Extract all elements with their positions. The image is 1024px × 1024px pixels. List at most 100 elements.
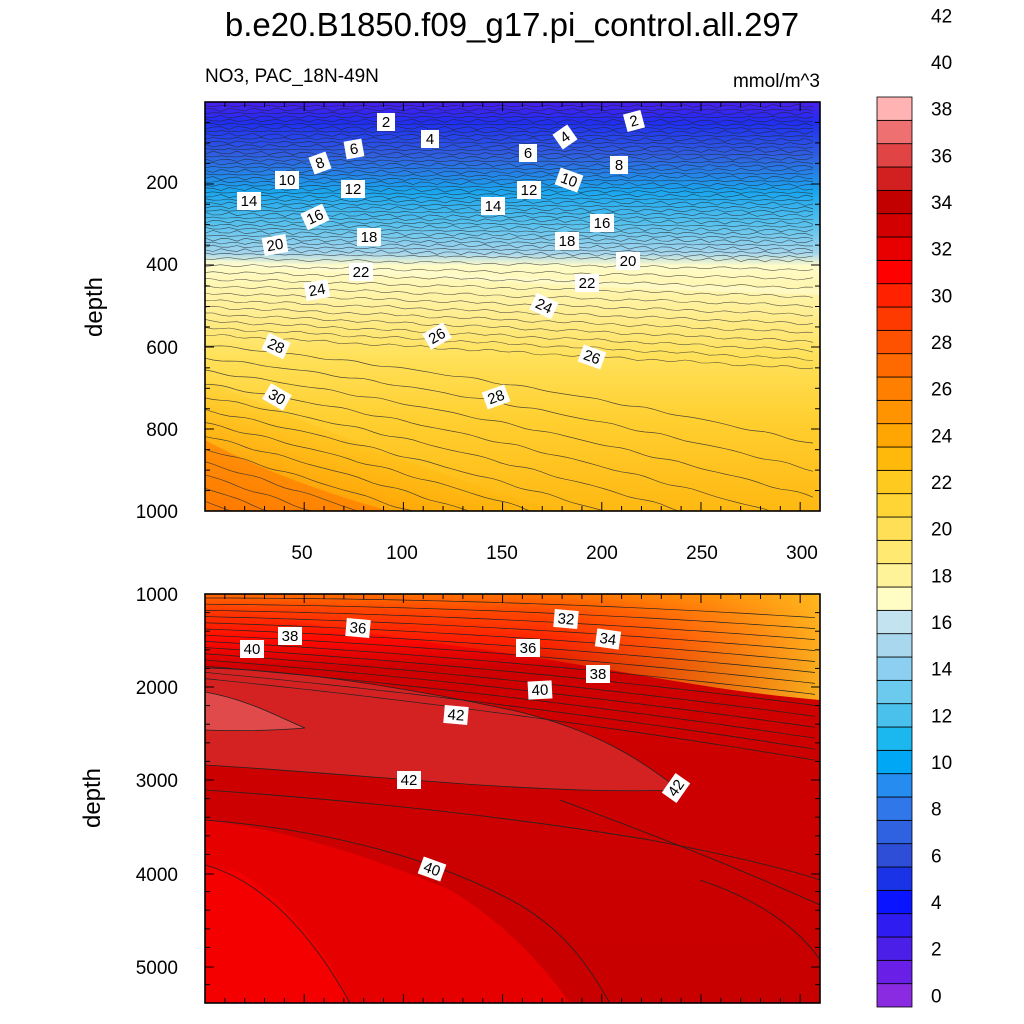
contour-label: 16 [590, 214, 614, 232]
colorbar-label: 6 [931, 846, 942, 867]
svg-text:16: 16 [304, 206, 326, 228]
lower-contour-labels: 40 38 36 32 34 36 38 40 42 42 42 40 [240, 608, 691, 882]
colorbar-box [876, 749, 913, 775]
contour-label: 42 [661, 773, 691, 803]
svg-text:42: 42 [665, 777, 688, 800]
svg-text:10: 10 [558, 170, 579, 192]
colorbar-box [876, 469, 913, 495]
svg-text:28: 28 [265, 335, 287, 357]
contour-label: 10 [275, 171, 299, 189]
svg-text:26: 26 [426, 325, 449, 348]
colorbar-label: 0 [931, 986, 942, 1007]
colorbar-box [876, 119, 913, 145]
upper-ytick-600: 600 [146, 338, 178, 359]
svg-text:24: 24 [533, 295, 555, 317]
svg-text:18: 18 [559, 233, 576, 250]
colorbar-label: 34 [931, 193, 953, 214]
contour-label: 38 [278, 627, 302, 645]
upper-ytick-1000: 1000 [136, 502, 178, 523]
svg-text:26: 26 [581, 347, 602, 369]
contour-label: 18 [555, 232, 579, 250]
svg-text:8: 8 [615, 157, 623, 174]
contour-label: 40 [527, 680, 553, 700]
contour-label: 38 [586, 665, 610, 683]
lower-contour-lines [205, 597, 820, 1003]
contour-label: 8 [610, 156, 628, 174]
contour-label: 26 [422, 322, 452, 350]
colorbar-label: 16 [931, 613, 952, 634]
contour-label: 4 [552, 124, 578, 150]
colorbar-box [876, 166, 913, 191]
contour-label: 32 [553, 608, 579, 630]
svg-text:40: 40 [421, 859, 442, 881]
contour-label: 8 [308, 151, 332, 175]
colorbar-box [876, 446, 913, 471]
svg-text:14: 14 [485, 198, 502, 215]
svg-text:20: 20 [620, 253, 637, 270]
svg-text:42: 42 [401, 772, 418, 789]
colorbar-box [876, 773, 913, 798]
svg-text:40: 40 [531, 682, 549, 700]
svg-text:40: 40 [244, 641, 261, 658]
colorbar-box [876, 143, 913, 168]
colorbar-label: 2 [931, 940, 942, 961]
contour-label: 22 [575, 274, 599, 292]
upper-ylabel: depth [81, 277, 108, 337]
colorbar-box [876, 843, 913, 868]
colorbar-box [876, 959, 913, 985]
svg-text:22: 22 [353, 264, 370, 281]
contour-label: 2 [622, 109, 646, 133]
svg-text:6: 6 [349, 140, 360, 158]
upper-xtick-300: 300 [786, 543, 818, 564]
colorbar-box [876, 213, 913, 238]
lower-ytick-2000: 2000 [136, 678, 178, 699]
upper-ytick-200: 200 [146, 173, 178, 194]
colorbar-box [876, 819, 913, 845]
contour-label: 20 [616, 252, 640, 270]
colorbar-box [876, 609, 913, 635]
colorbar-box [876, 353, 913, 378]
contour-label: 2 [377, 113, 395, 131]
colorbar-box [876, 189, 913, 215]
upper-contour-lines [205, 103, 814, 511]
upper-xtick-100: 100 [386, 543, 418, 564]
contour-label: 20 [261, 234, 289, 256]
contour-label: 42 [443, 704, 469, 726]
contour-label: 36 [516, 639, 540, 657]
colorbar-box [876, 96, 913, 121]
colorbar-box [876, 936, 913, 961]
colorbar-box [876, 983, 913, 1008]
colorbar-label: 36 [931, 146, 952, 167]
colorbar-box [876, 563, 913, 588]
contour-label: 28 [481, 384, 511, 410]
upper-panel: NO3, PAC_18N-49N mmol/m^3 200 400 600 80… [81, 66, 821, 564]
colorbar-box [876, 656, 913, 681]
svg-text:20: 20 [265, 236, 284, 256]
svg-text:12: 12 [521, 182, 538, 199]
contour-label: 40 [240, 640, 264, 658]
colorbar-box [876, 236, 913, 261]
colorbar-label: 22 [931, 473, 952, 494]
svg-text:36: 36 [349, 619, 367, 637]
colorbar-label: 42 [931, 6, 952, 27]
lower-ylabel: depth [79, 768, 106, 828]
colorbar-box [876, 259, 913, 285]
colorbar: 0246810121416182022242628303234363840424… [876, 6, 953, 1008]
svg-text:28: 28 [485, 387, 506, 409]
colorbar-label: 14 [931, 660, 953, 681]
colorbar-box [876, 679, 913, 705]
colorbar-label: 30 [931, 286, 952, 307]
svg-text:22: 22 [579, 275, 596, 292]
svg-text:38: 38 [282, 628, 299, 645]
contour-label: 24 [529, 292, 559, 320]
contour-label: 36 [345, 617, 371, 639]
colorbar-label: 8 [931, 800, 942, 821]
colorbar-box [876, 796, 913, 821]
svg-text:14: 14 [241, 193, 258, 210]
svg-text:4: 4 [426, 131, 434, 148]
svg-text:18: 18 [361, 229, 378, 246]
colorbar-box [876, 516, 913, 541]
contour-label: 16 [300, 203, 330, 231]
lower-ytick-3000: 3000 [136, 771, 178, 792]
